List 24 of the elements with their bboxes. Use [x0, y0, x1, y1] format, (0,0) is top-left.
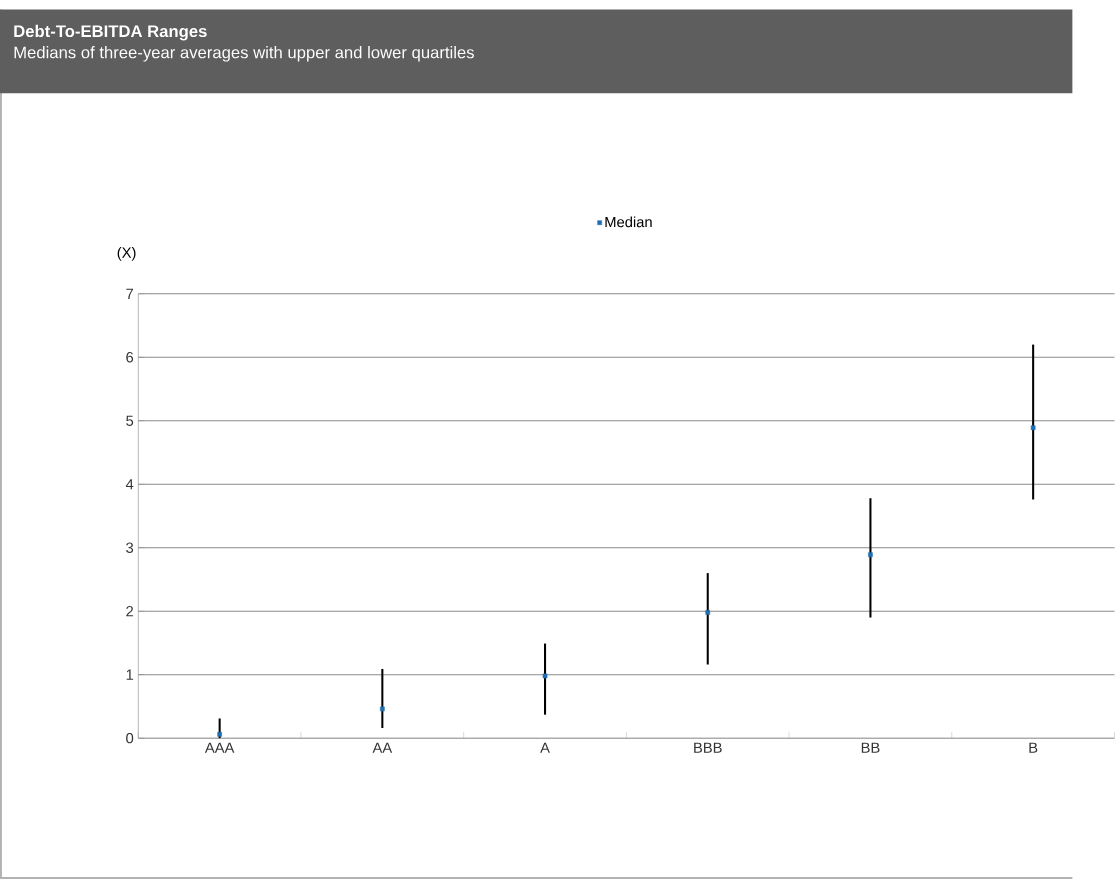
point — [380, 706, 385, 712]
x-tick-label: AAA — [204, 742, 235, 753]
y-tick-label: 3 — [126, 542, 134, 553]
x-tick-label: A — [540, 742, 550, 753]
legend-label: Median — [605, 216, 652, 228]
y-tick-label: 2 — [126, 606, 134, 617]
chart-title: Debt-To-EBITDA Ranges — [14, 24, 207, 41]
x-tick-label: BBB — [694, 742, 722, 753]
x-tick-label: BB — [861, 742, 880, 753]
y-axis-title: (X) — [117, 246, 136, 261]
y-tick-label: 4 — [125, 479, 134, 490]
point — [868, 552, 873, 558]
point — [542, 673, 548, 679]
point — [217, 732, 222, 737]
y-tick-label: 0 — [126, 732, 134, 744]
x-tick-label: B — [1029, 742, 1038, 753]
y-tick-label: 5 — [126, 415, 134, 426]
y-tick-label: 1 — [126, 669, 134, 680]
point — [1030, 425, 1036, 431]
y-tick-label: 7 — [126, 288, 134, 299]
chart-subtitle: Medians of three-year averages with upper and lower quartiles — [14, 46, 474, 62]
y-tick-label: 6 — [126, 352, 134, 363]
x-tick-label: AA — [372, 742, 393, 753]
point — [705, 610, 711, 615]
